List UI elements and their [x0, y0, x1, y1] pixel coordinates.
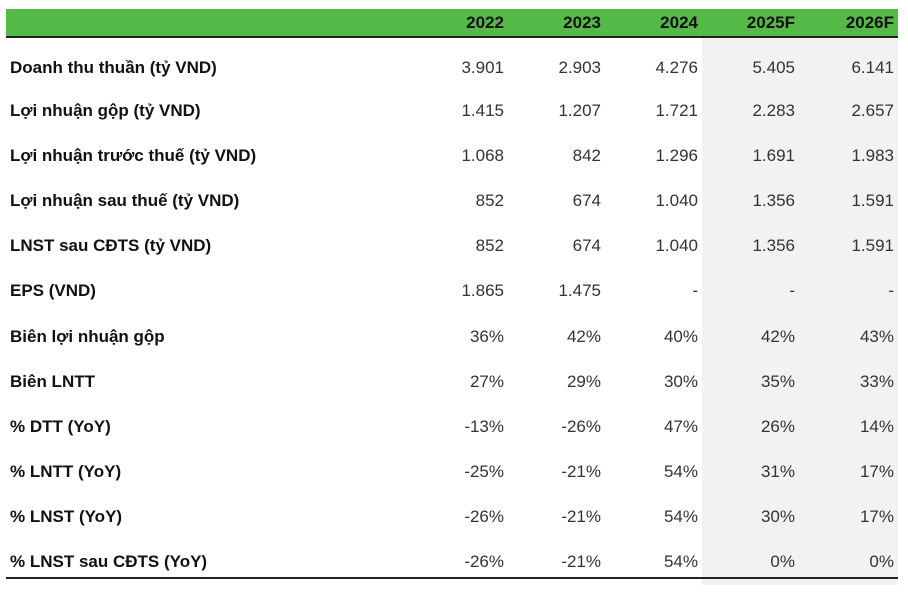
- table-row: LNST sau CĐTS (tỷ VND) 852 674 1.040 1.356 1.…: [6, 223, 898, 269]
- financial-summary-table: 2022 2023 2024 2025F 2026F Doanh thu thu…: [6, 9, 898, 586]
- row-label: % DTT (YoY): [10, 416, 111, 436]
- cell-2024: 40%: [663, 326, 698, 346]
- cell-2022: -25%: [464, 462, 504, 482]
- cell-2026f: 43%: [799, 313, 898, 360]
- cell-2026f: -: [799, 268, 898, 314]
- row-label: % LNST sau CĐTS (YoY): [10, 552, 208, 572]
- row-label: % LNTT (YoY): [10, 462, 122, 482]
- cell-2026f: 14%: [799, 404, 898, 450]
- header-year-2024: 2024: [605, 9, 702, 38]
- cell-2024: 47%: [663, 416, 698, 436]
- cell-2023: -26%: [561, 416, 601, 436]
- table-bottom-rule: [6, 577, 898, 579]
- cell-2022: 1.068: [461, 145, 504, 165]
- cell-2022: -26%: [464, 552, 504, 572]
- cell-2023: 842: [572, 145, 601, 165]
- cell-2024: 1.721: [655, 100, 698, 120]
- cell-2026f: 1.591: [799, 223, 898, 269]
- cell-2022: 36%: [469, 326, 504, 346]
- header-row: 2022 2023 2024 2025F 2026F: [6, 9, 898, 38]
- cell-2023: 42%: [566, 326, 601, 346]
- cell-2024: 1.040: [655, 190, 698, 210]
- row-label: Lợi nhuận gộp (tỷ VND): [10, 100, 201, 120]
- cell-2025f: 1.356: [702, 178, 799, 224]
- cell-2023: 1.207: [558, 100, 601, 120]
- cell-2023: -21%: [561, 462, 601, 482]
- row-label: % LNST (YoY): [10, 507, 123, 527]
- row-label: Biên lợi nhuận gộp: [10, 326, 165, 346]
- cell-2026f: 1.983: [799, 133, 898, 179]
- cell-2025f: 31%: [702, 449, 799, 495]
- row-label: EPS (VND): [10, 281, 96, 301]
- cell-2023: 2.903: [558, 58, 601, 77]
- header-year-2026f: 2026F: [799, 9, 898, 38]
- cell-2022: 852: [475, 236, 504, 256]
- row-label: Biên LNTT: [10, 371, 95, 391]
- table-row: Biên LNTT 27% 29% 30% 35% 33%: [6, 359, 898, 405]
- cell-2024: 54%: [663, 552, 698, 572]
- cell-2023: 674: [572, 236, 601, 256]
- header-year-2022: 2022: [411, 9, 508, 38]
- row-label: Doanh thu thuần (tỷ VND): [10, 58, 217, 77]
- cell-2025f: -: [702, 268, 799, 314]
- cell-2024: 1.040: [655, 236, 698, 256]
- cell-2024: 1.296: [655, 145, 698, 165]
- cell-2022: -13%: [464, 416, 504, 436]
- financial-table-container: 2022 2023 2024 2025F 2026F Doanh thu thu…: [6, 9, 898, 586]
- cell-2022: 27%: [469, 371, 504, 391]
- table-row: Doanh thu thuần (tỷ VND) 3.901 2.903 4.276 5…: [6, 37, 898, 88]
- row-label: Lợi nhuận trước thuế (tỷ VND): [10, 145, 257, 165]
- cell-2022: -26%: [464, 507, 504, 527]
- cell-2023: -21%: [561, 552, 601, 572]
- cell-2026f: 2.657: [799, 88, 898, 134]
- table-row: % DTT (YoY) -13% -26% 47% 26% 14%: [6, 404, 898, 450]
- cell-2023: -21%: [561, 507, 601, 527]
- cell-2026f: 1.591: [799, 178, 898, 224]
- row-label: LNST sau CĐTS (tỷ VND): [10, 236, 212, 256]
- cell-2024: -: [692, 281, 698, 301]
- cell-2023: 674: [572, 190, 601, 210]
- cell-2025f: 2.283: [702, 88, 799, 134]
- header-corner: [6, 9, 411, 38]
- cell-2026f: 17%: [799, 494, 898, 540]
- table-row: % LNST (YoY) -26% -21% 54% 30% 17%: [6, 494, 898, 540]
- cell-2025f: 26%: [702, 404, 799, 450]
- cell-2022: 3.901: [461, 58, 504, 77]
- row-label: Lợi nhuận sau thuế (tỷ VND): [10, 190, 240, 210]
- cell-2025f: 35%: [702, 359, 799, 405]
- table-row: % LNTT (YoY) -25% -21% 54% 31% 17%: [6, 449, 898, 495]
- cell-2025f: 42%: [702, 313, 799, 360]
- cell-2024: 54%: [663, 462, 698, 482]
- cell-2025f: 1.356: [702, 223, 799, 269]
- table-row: Lợi nhuận trước thuế (tỷ VND) 1.068 842 1.2…: [6, 133, 898, 179]
- table-row: Lợi nhuận gộp (tỷ VND) 1.415 1.207 1.721 2.2…: [6, 88, 898, 134]
- cell-2026f: 6.141: [799, 37, 898, 88]
- cell-2025f: 30%: [702, 494, 799, 540]
- table-header: 2022 2023 2024 2025F 2026F: [6, 9, 898, 38]
- table-body: Doanh thu thuần (tỷ VND) 3.901 2.903 4.276 5…: [6, 37, 898, 586]
- cell-2023: 1.475: [558, 281, 601, 301]
- cell-2022: 1.865: [461, 281, 504, 301]
- cell-2022: 852: [475, 190, 504, 210]
- cell-2026f: 17%: [799, 449, 898, 495]
- cell-2025f: 5.405: [702, 37, 799, 88]
- cell-2023: 29%: [566, 371, 601, 391]
- cell-2024: 4.276: [655, 58, 698, 77]
- header-year-2025f: 2025F: [702, 9, 799, 38]
- cell-2022: 1.415: [461, 100, 504, 120]
- cell-2025f: 1.691: [702, 133, 799, 179]
- header-year-2023: 2023: [508, 9, 605, 38]
- table-row: Lợi nhuận sau thuế (tỷ VND) 852 674 1.040 1.…: [6, 178, 898, 224]
- cell-2024: 30%: [663, 371, 698, 391]
- table-row: EPS (VND) 1.865 1.475- - -: [6, 268, 898, 314]
- table-row: Biên lợi nhuận gộp 36% 42% 40% 42% 43%: [6, 313, 898, 360]
- cell-2026f: 33%: [799, 359, 898, 405]
- cell-2024: 54%: [663, 507, 698, 527]
